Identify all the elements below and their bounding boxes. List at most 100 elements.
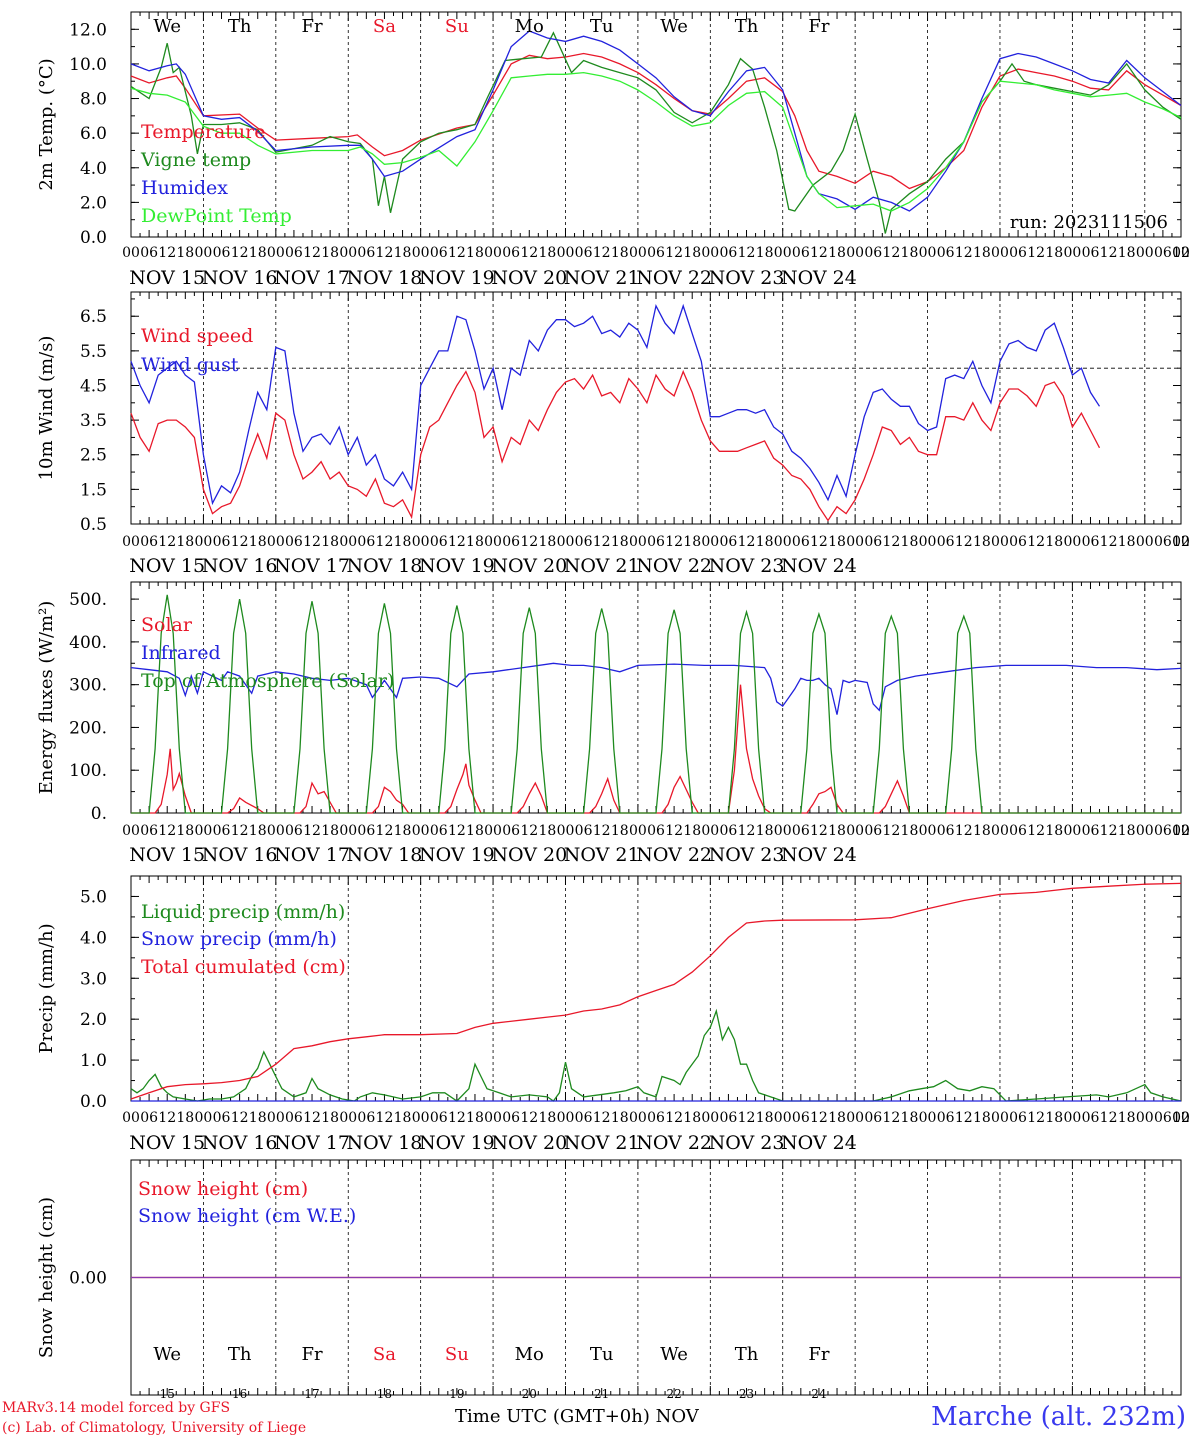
panel-frame [130, 11, 1182, 238]
legend-entry: Snow height (cm W.E.) [138, 1205, 356, 1227]
hour-label: 18 [1118, 534, 1136, 550]
y-tick-label: 0.5 [80, 515, 107, 535]
date-label: NOV 18 [347, 267, 423, 289]
hour-label: 12 [665, 245, 683, 261]
hour-label: 00 [629, 1110, 647, 1126]
hour-label: 18 [538, 823, 556, 839]
date-label: NOV 20 [491, 267, 567, 289]
hour-label: 18 [466, 534, 484, 550]
date-label: NOV 24 [781, 844, 857, 866]
hour-label: 18 [321, 1110, 339, 1126]
hour-label: 00 [557, 245, 575, 261]
date-label: NOV 16 [202, 267, 278, 289]
hour-label: 06 [1154, 823, 1172, 839]
station-label: Marche (alt. 232m) [931, 1402, 1186, 1432]
date-label: NOV 21 [564, 1132, 640, 1154]
hour-label: 00 [412, 823, 430, 839]
hour-label: 18 [249, 823, 267, 839]
hour-label: 18 [1118, 245, 1136, 261]
hour-label: 12 [231, 1110, 249, 1126]
hour-label: 18 [828, 1110, 846, 1126]
y-axis-label: Snow height (cm) [36, 1197, 57, 1358]
hour-label: 06 [864, 534, 882, 550]
hour-label: 12 [955, 245, 973, 261]
hour-label: 12 [158, 1110, 176, 1126]
hour-label: 12 [1100, 534, 1118, 550]
hour-label: 00 [194, 1110, 212, 1126]
hour-label: 12 [593, 1110, 611, 1126]
hour-label: 12 [1027, 534, 1045, 550]
hour-label: 12 [593, 245, 611, 261]
hour-label: 12 [665, 1110, 683, 1126]
day-name-label: Mo [515, 1344, 544, 1365]
hour-label: 06 [1154, 534, 1172, 550]
hour-label: 18 [249, 1110, 267, 1126]
hour-label: 00 [774, 1110, 792, 1126]
hour-label: 06 [647, 245, 665, 261]
day-number-label: 24 [811, 1387, 827, 1401]
date-label: NOV 17 [274, 844, 350, 866]
hour-label: 12 [882, 245, 900, 261]
hour-label: 12 [593, 823, 611, 839]
hour-label: 12 [665, 823, 683, 839]
hour-label: 18 [973, 245, 991, 261]
hour-label: 12 [303, 823, 321, 839]
day-number-label: 23 [739, 1387, 754, 1401]
hour-label: 12 [882, 1110, 900, 1126]
hour-label: 18 [538, 534, 556, 550]
legend-entry: Temperature [141, 121, 265, 143]
day-name-label: Th [228, 16, 252, 37]
hour-label: 18 [756, 1110, 774, 1126]
hour-label: 06 [792, 534, 810, 550]
hour-label: 12 [376, 534, 394, 550]
hour-label: 00 [339, 245, 357, 261]
hour-label: 06 [357, 1110, 375, 1126]
y-tick-label: 0.0 [80, 1092, 107, 1112]
date-label: NOV 24 [781, 267, 857, 289]
hour-label: 18 [394, 823, 412, 839]
day-name-label: Fr [301, 1344, 322, 1365]
hour-label: 18 [466, 245, 484, 261]
hour-label: 06 [1082, 1110, 1100, 1126]
day-name-label: Sa [373, 16, 396, 37]
hour-label: 06 [430, 245, 448, 261]
legend-entry: Solar [141, 614, 193, 636]
y-tick-label: 4.5 [80, 376, 107, 396]
hour-label: 06 [140, 534, 158, 550]
day-name-label: Th [735, 16, 759, 37]
hour-label: 06 [937, 245, 955, 261]
hour-label: 06 [213, 1110, 231, 1126]
hour-label: 12 [303, 1110, 321, 1126]
hour-label: 06 [575, 1110, 593, 1126]
y-tick-label: 6.0 [80, 124, 107, 144]
date-label: NOV 16 [202, 1132, 278, 1154]
y-axis-label: Energy fluxes (W/m²) [36, 601, 57, 795]
date-label: NOV 15 [129, 1132, 205, 1154]
hour-label: 18 [394, 1110, 412, 1126]
hour-label: 12 [1027, 1110, 1045, 1126]
y-tick-label: 200. [69, 718, 107, 738]
series-line-humidex [130, 30, 1182, 212]
y-tick-label: 3.5 [80, 411, 107, 431]
y-tick-label: 300. [69, 676, 107, 696]
hour-label: 18 [394, 245, 412, 261]
day-name-label: We [153, 16, 181, 37]
series-line-temperature [130, 52, 1182, 190]
hour-label: 00 [194, 534, 212, 550]
legend-entry: Vigne temp [140, 149, 251, 171]
hour-label: 12 [1172, 1110, 1190, 1126]
hour-label: 18 [1045, 1110, 1063, 1126]
legend-entry: Total cumulated (cm) [141, 956, 346, 978]
hour-label: 06 [430, 823, 448, 839]
date-label: NOV 18 [347, 555, 423, 577]
day-name-label: Mo [515, 16, 544, 37]
y-tick-label: 12.0 [69, 20, 107, 40]
hour-label: 06 [937, 823, 955, 839]
legend-entry: Humidex [141, 177, 228, 199]
hour-label: 06 [502, 823, 520, 839]
hour-label: 06 [430, 534, 448, 550]
month-label: NOV [655, 1406, 699, 1427]
hour-label: 18 [321, 534, 339, 550]
hour-label: 12 [520, 534, 538, 550]
hour-label: 00 [122, 823, 140, 839]
